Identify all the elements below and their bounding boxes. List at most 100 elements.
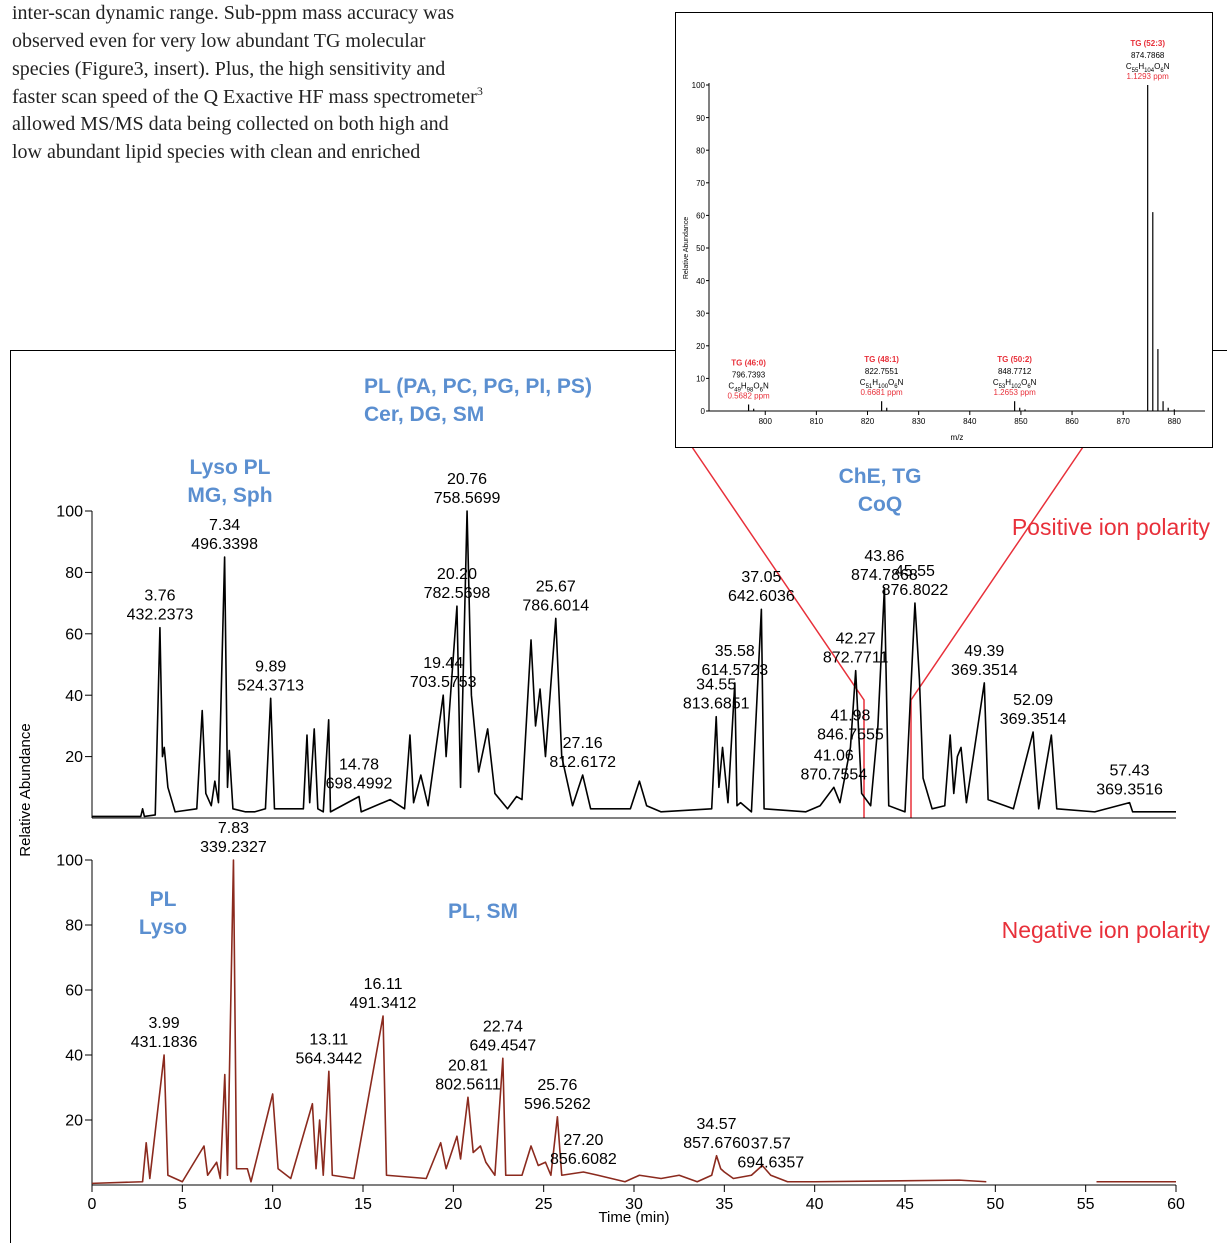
peak-mz-label: 491.3412 xyxy=(350,995,417,1012)
formula-part: O xyxy=(888,378,894,387)
figure-frame xyxy=(10,350,1227,1243)
x-tick-label: 35 xyxy=(715,1196,733,1213)
y-tick-label: 80 xyxy=(65,565,83,582)
y-tick-label: 20 xyxy=(696,342,705,351)
peak-time-label: 22.74 xyxy=(483,1018,523,1035)
inset-frame xyxy=(675,12,1213,448)
peak-mz-label: 596.5262 xyxy=(524,1096,591,1113)
y-tick-label: 40 xyxy=(65,688,83,705)
trace xyxy=(92,510,1176,818)
peak-mz-label: 813.6851 xyxy=(683,696,750,713)
peak-time-label: 3.99 xyxy=(149,1015,180,1032)
peak-time-label: 35.58 xyxy=(715,643,755,660)
peak-time-label: 20.20 xyxy=(437,566,477,583)
y-tick-label: 60 xyxy=(65,626,83,643)
formula-part: 6 xyxy=(760,387,764,393)
paragraph-line: species (Figure3, insert). Plus, the hig… xyxy=(12,58,445,80)
formula-part: 104 xyxy=(1144,68,1155,74)
peak-mz-label: 339.2327 xyxy=(200,839,267,856)
peak-mz-label: 812.6172 xyxy=(549,754,616,771)
peak-mz-label: 872.7711 xyxy=(823,650,889,667)
lipid-class-label: ChE, TG xyxy=(839,465,922,488)
peak-mz-label: 703.5753 xyxy=(410,674,477,691)
x-tick-label: 830 xyxy=(912,417,926,426)
x-tick-label: 55 xyxy=(1077,1196,1095,1213)
lipid-class-label: CoQ xyxy=(858,493,902,516)
y-tick-label: 60 xyxy=(65,983,83,1000)
peak-mz-label: 874.7868 xyxy=(851,567,918,584)
species-ppm: 1.1293 ppm xyxy=(1127,72,1170,81)
species-name: TG (50:2) xyxy=(997,355,1032,364)
species-name: TG (46:0) xyxy=(731,358,766,367)
x-tick-label: 25 xyxy=(535,1196,553,1213)
y-tick-label: 50 xyxy=(696,244,705,253)
x-tick-label: 0 xyxy=(88,1196,97,1213)
peak-mz-label: 876.8022 xyxy=(882,582,949,599)
species-mz: 874.7868 xyxy=(1131,51,1165,60)
zoom-connector xyxy=(691,446,865,818)
species-name: TG (48:1) xyxy=(864,355,899,364)
peak-mz-label: 846.7555 xyxy=(817,726,884,743)
x-tick-label: 40 xyxy=(806,1196,824,1213)
formula-part: C xyxy=(993,378,999,387)
peak-mz-label: 694.6357 xyxy=(737,1154,804,1171)
formula-part: 6 xyxy=(1027,384,1031,390)
formula-part: O xyxy=(753,381,759,390)
peak-time-label: 42.27 xyxy=(836,631,876,648)
peak-time-label: 41.06 xyxy=(814,747,854,764)
y-tick-label: 100 xyxy=(56,504,83,521)
peak-mz-label: 649.4547 xyxy=(469,1037,536,1054)
x-tick-label: 5 xyxy=(178,1196,187,1213)
y-tick-label: 20 xyxy=(65,749,83,766)
paragraph-line: observed even for very low abundant TG m… xyxy=(12,30,426,52)
peak-time-label: 57.43 xyxy=(1110,763,1150,780)
species-formula: C49H98O6N xyxy=(728,381,769,393)
peak-time-label: 45.55 xyxy=(895,563,935,580)
lipid-class-label: Cer, DG, SM xyxy=(364,403,484,426)
peak-mz-label: 432.2373 xyxy=(127,607,194,624)
peak-time-label: 7.83 xyxy=(218,820,249,837)
peak-mz-label: 431.1836 xyxy=(131,1034,198,1051)
species-ppm: 0.6681 ppm xyxy=(860,388,903,397)
peak-time-label: 13.11 xyxy=(309,1031,348,1048)
x-tick-label: 840 xyxy=(963,417,977,426)
peak-time-label: 34.55 xyxy=(696,677,736,694)
formula-part: O xyxy=(1154,62,1160,71)
y-tick-label: 100 xyxy=(56,853,83,870)
formula-part: 53 xyxy=(999,384,1006,390)
formula-part: 6 xyxy=(1160,68,1164,74)
peak-time-label: 37.05 xyxy=(741,569,781,586)
species-formula: C53H102O6N xyxy=(993,378,1037,390)
paragraph-line: allowed MS/MS data being collected on bo… xyxy=(12,113,449,135)
formula-part: 55 xyxy=(1132,68,1139,74)
species-ppm: 1.2653 ppm xyxy=(994,388,1037,397)
peak-mz-label: 857.6760 xyxy=(683,1135,750,1152)
formula-part: N xyxy=(1164,62,1170,71)
peak-time-label: 25.76 xyxy=(537,1077,577,1094)
formula-part: N xyxy=(898,378,904,387)
peak-time-label: 37.57 xyxy=(751,1135,791,1152)
formula-part: C xyxy=(860,378,866,387)
x-tick-label: 820 xyxy=(861,417,875,426)
formula-part: 6 xyxy=(894,384,898,390)
peak-time-label: 14.78 xyxy=(339,757,379,774)
formula-part: H xyxy=(741,381,747,390)
y-tick-label: 10 xyxy=(696,375,705,384)
y-axis-label: Relative Abundance xyxy=(683,217,690,279)
x-tick-label: 860 xyxy=(1065,417,1079,426)
peak-time-label: 7.34 xyxy=(209,517,240,534)
peak-time-label: 20.76 xyxy=(447,471,487,488)
formula-part: 98 xyxy=(747,387,754,393)
x-tick-label: 45 xyxy=(896,1196,914,1213)
paragraph-text: faster scan speed of the Q Exactive HF m… xyxy=(12,86,477,108)
peak-time-label: 19.44 xyxy=(423,655,463,672)
peak-time-label: 27.20 xyxy=(563,1132,603,1149)
x-tick-label: 30 xyxy=(625,1196,643,1213)
x-axis-label: Time (min) xyxy=(598,1209,669,1226)
peak-mz-label: 698.4992 xyxy=(326,776,393,793)
x-tick-label: 15 xyxy=(354,1196,372,1213)
x-tick-label: 810 xyxy=(810,417,824,426)
peak-mz-label: 802.5611 xyxy=(435,1076,501,1093)
species-mz: 796.7393 xyxy=(732,370,766,379)
